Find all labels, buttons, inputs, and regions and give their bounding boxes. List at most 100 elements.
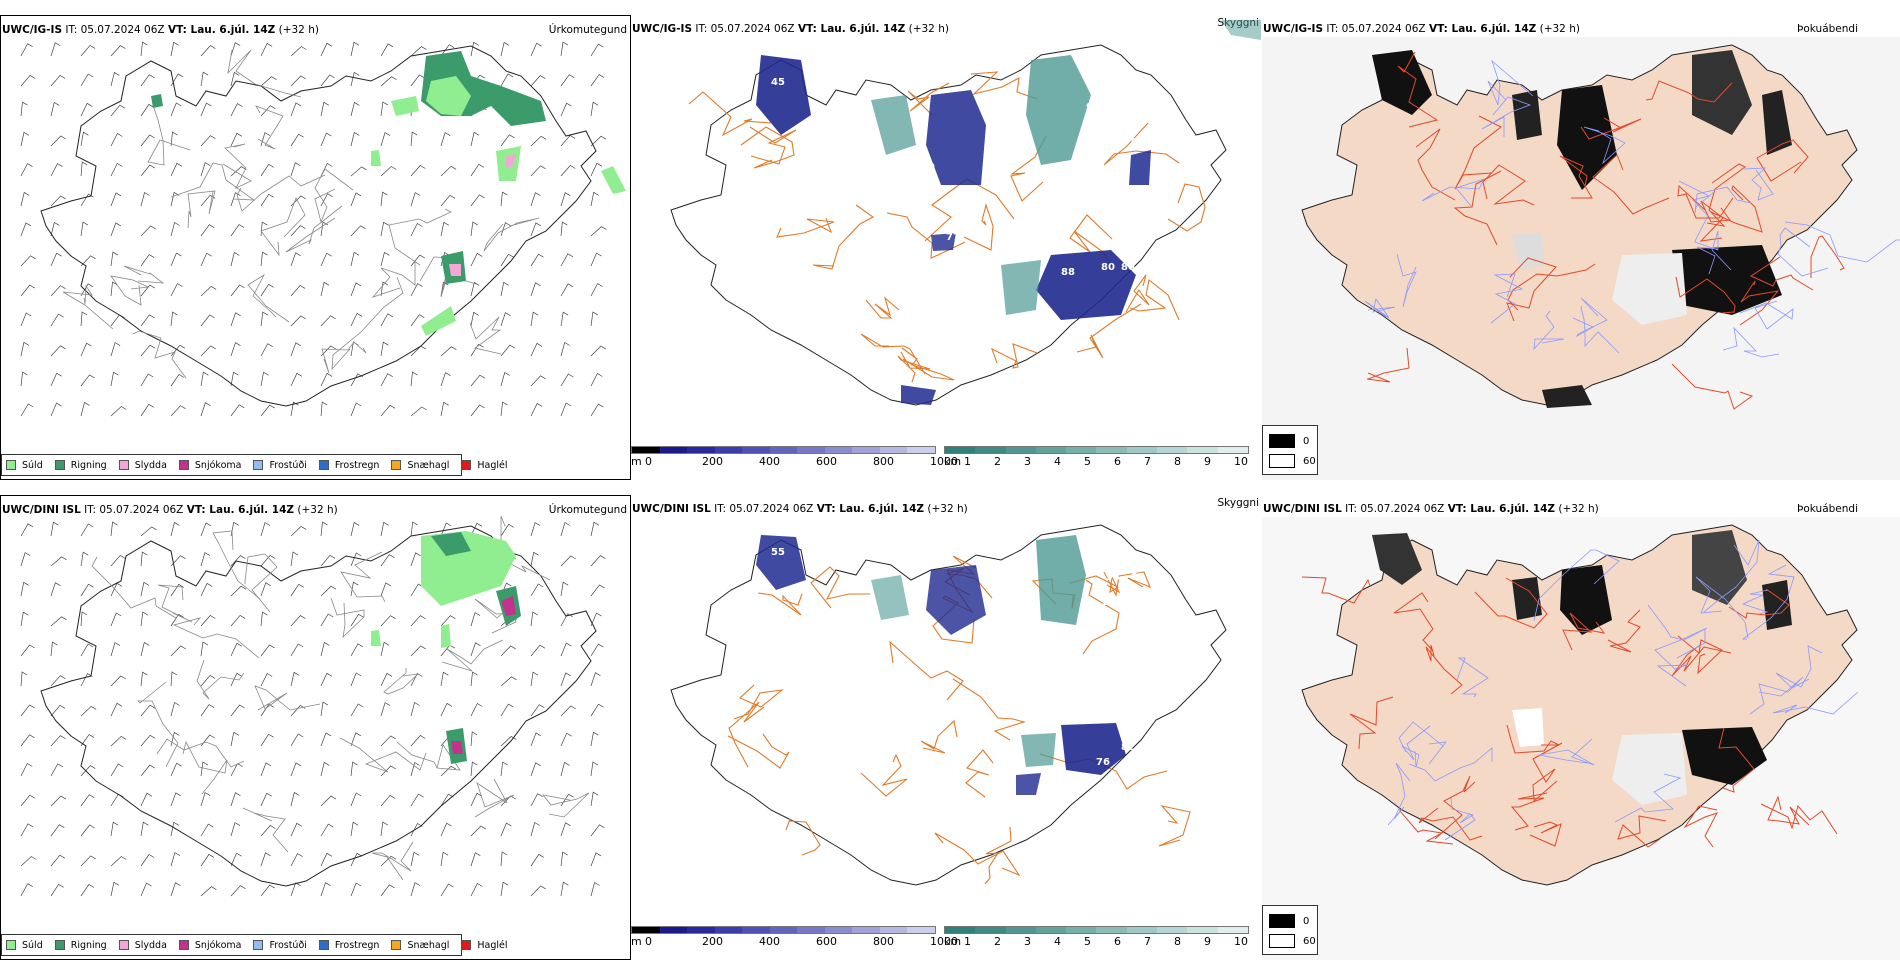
colorbar-tick: 3	[1024, 935, 1031, 948]
road-segment	[1387, 762, 1411, 826]
wind-barb	[410, 283, 423, 297]
wind-barb	[530, 75, 546, 87]
wind-barb	[320, 345, 336, 357]
road-segment	[1069, 575, 1121, 594]
road-segment	[860, 333, 926, 375]
wind-barb	[470, 852, 481, 867]
wind-barb	[530, 732, 542, 747]
wind-barb	[410, 131, 418, 147]
colorbar-tick: 1000	[930, 935, 958, 948]
road-segment	[1490, 273, 1524, 324]
wind-barb	[560, 311, 569, 327]
wind-barb	[410, 615, 426, 627]
wind-barb	[260, 105, 276, 117]
wind-barb	[140, 854, 155, 867]
legend-item: Frostúði	[253, 460, 307, 471]
visibility-value-label: 15	[1116, 102, 1130, 113]
wind-barb	[470, 252, 483, 267]
panel-header: UWC/IG-IS IT: 05.07.2024 06Z VT: Lau. 6.…	[1263, 23, 1580, 35]
wind-barb	[530, 282, 541, 297]
wind-barb	[290, 583, 304, 597]
visibility-value-label: 99	[1086, 102, 1100, 113]
legend-label: Rigning	[70, 459, 107, 471]
wind-barb	[410, 371, 418, 387]
wind-barb	[410, 254, 425, 267]
wind-barb	[140, 74, 155, 87]
wind-barb	[50, 735, 66, 747]
wind-barb	[290, 643, 304, 657]
visibility-value-label: 90	[1191, 137, 1205, 148]
legend-item: Súld	[6, 940, 43, 951]
wind-barb	[530, 821, 540, 837]
road-segment	[1683, 805, 1719, 848]
road-segment	[1425, 644, 1463, 695]
road-segment	[1082, 579, 1120, 655]
wind-barb	[260, 852, 271, 867]
wind-barb	[350, 643, 364, 657]
colorbar-tick: 2	[994, 935, 1001, 948]
wind-barb	[470, 825, 487, 837]
wind-barb	[560, 642, 572, 657]
colorbar-tick: 400	[759, 455, 780, 468]
road-segment	[1580, 305, 1620, 354]
road-segment	[1349, 696, 1394, 750]
wind-barb	[140, 373, 154, 387]
wind-barb	[20, 74, 36, 87]
road-segment	[182, 740, 228, 795]
wind-barb	[470, 404, 485, 417]
legend-swatch	[253, 460, 264, 470]
wind-barb	[320, 554, 336, 567]
wind-barb	[170, 852, 181, 867]
wind-barb	[290, 252, 301, 267]
road-segment	[1533, 549, 1620, 622]
road-segment	[1434, 775, 1476, 840]
road-segment	[991, 343, 1038, 369]
wind-barb	[350, 101, 360, 117]
fog-legend: 0 60	[1262, 905, 1318, 955]
wind-barb	[410, 761, 420, 777]
wind-barb	[110, 371, 119, 387]
colorbar-step	[742, 447, 770, 453]
visibility-value-label: 62	[1091, 157, 1105, 168]
road-segment	[1562, 612, 1606, 651]
wind-barb	[530, 644, 546, 657]
colorbar-tick: 200	[702, 455, 723, 468]
legend-label: Haglél	[477, 459, 508, 471]
legend-label: Frostregn	[334, 939, 380, 951]
colorbar-tick: 7	[1144, 455, 1151, 468]
wind-barb	[410, 74, 425, 87]
road-segment	[474, 598, 517, 634]
wind-barb	[470, 343, 484, 357]
wind-barb	[530, 853, 544, 867]
visibility-areas	[756, 535, 1126, 795]
wind-barb	[320, 193, 333, 207]
wind-barb	[20, 284, 35, 297]
wind-barb	[20, 704, 35, 717]
wind-barb	[110, 856, 127, 867]
wind-barb	[200, 194, 216, 207]
legend-label: Snæhagl	[407, 459, 450, 471]
road-segment	[396, 741, 461, 771]
wind-barb	[50, 221, 60, 237]
wind-barb	[80, 884, 95, 897]
wind-barb	[410, 851, 420, 867]
road-segment	[1703, 539, 1760, 613]
wind-barb	[200, 314, 215, 327]
wind-barb	[80, 523, 94, 537]
visibility-value-label: 68	[1086, 142, 1100, 153]
wind-barb	[290, 162, 301, 177]
wind-barb	[200, 224, 215, 237]
wind-barb	[590, 191, 599, 207]
wind-barb	[170, 252, 182, 267]
wind-barb	[590, 881, 600, 897]
wind-barb	[230, 224, 245, 237]
road-segment	[776, 217, 835, 238]
road-segment	[1592, 154, 1670, 215]
road-segment	[1749, 256, 1814, 291]
fog-panel-bottom: UWC/DINI ISL IT: 05.07.2024 06Z VT: Lau.…	[1262, 495, 1900, 960]
colorbar-step	[659, 447, 688, 453]
wind-barb	[230, 642, 243, 657]
legend-item: Slydda	[118, 940, 167, 951]
wind-barb	[500, 253, 514, 267]
panel-header: UWC/IG-IS IT: 05.07.2024 06Z VT: Lau. 6.…	[2, 24, 319, 36]
